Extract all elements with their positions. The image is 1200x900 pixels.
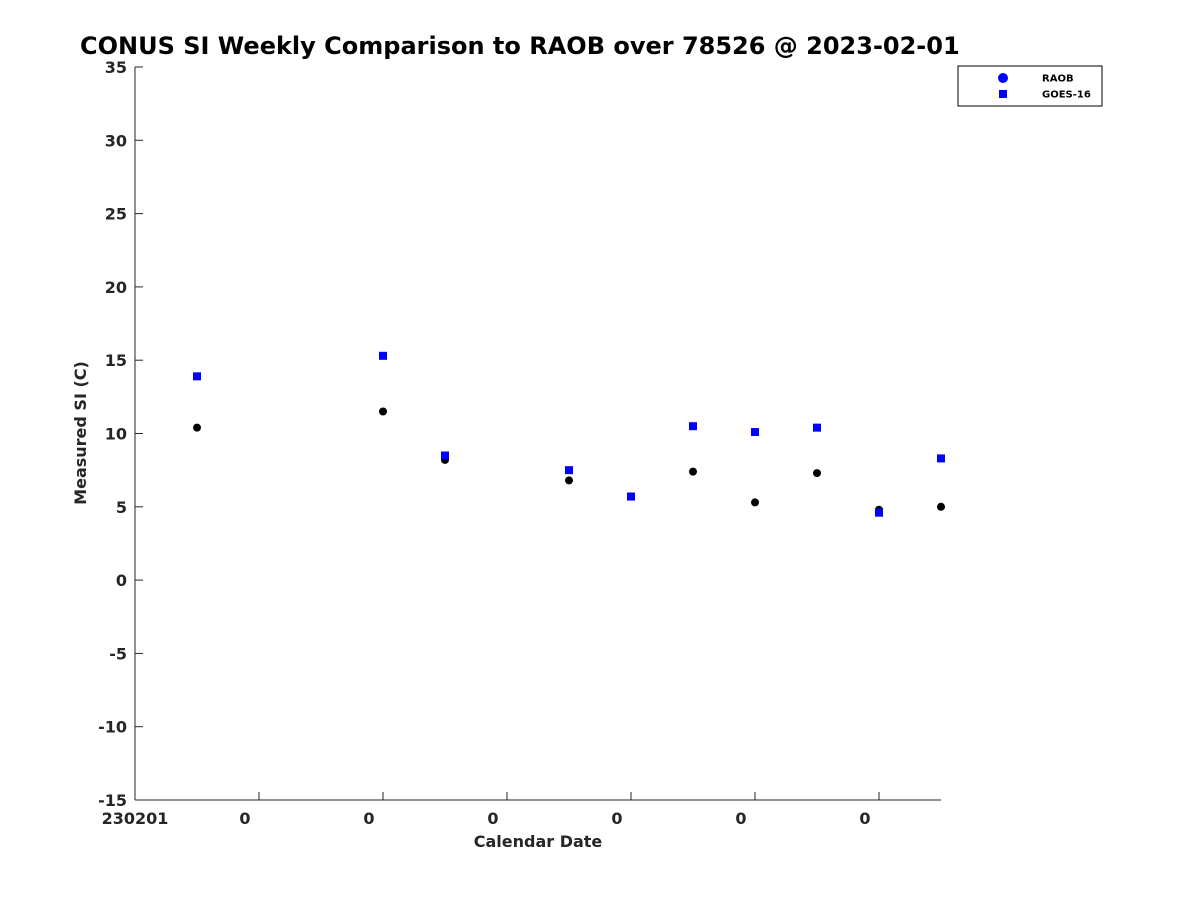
x-tick-label: 0 bbox=[239, 809, 250, 828]
x-tick-label: 0 bbox=[611, 809, 622, 828]
raob-point bbox=[565, 476, 573, 485]
legend-raob-marker bbox=[998, 73, 1008, 83]
goes-16-point bbox=[627, 492, 635, 501]
y-tick-label: 5 bbox=[116, 498, 127, 517]
x-tick-label: 0 bbox=[487, 809, 498, 828]
y-tick-label: -15 bbox=[98, 791, 127, 810]
x-tick-label: 0 bbox=[363, 809, 374, 828]
legend-raob-label: RAOB bbox=[1042, 74, 1074, 85]
y-axis-label: Measured SI (C) bbox=[71, 361, 90, 505]
y-axis-ticks: 35 30 25 20 15 10 5 0 -5 -10 -15 bbox=[98, 58, 143, 810]
y-tick-label: -10 bbox=[98, 718, 127, 737]
raob-point bbox=[751, 498, 759, 507]
goes-16-point bbox=[689, 422, 697, 431]
goes-16-point bbox=[565, 466, 573, 475]
goes-16-point bbox=[875, 508, 883, 517]
legend-goes16-label: GOES-16 bbox=[1042, 90, 1091, 101]
y-tick-label: 10 bbox=[105, 425, 127, 444]
goes-16-point bbox=[813, 423, 821, 432]
goes-16-point bbox=[441, 451, 449, 460]
raob-point bbox=[193, 423, 201, 432]
x-axis-label: Calendar Date bbox=[474, 832, 603, 851]
goes-16-point bbox=[379, 351, 387, 360]
goes-16-point bbox=[937, 454, 945, 463]
goes-16-point bbox=[751, 428, 759, 437]
legend-box bbox=[957, 65, 1103, 107]
goes-16-point bbox=[193, 372, 201, 381]
y-tick-label: 35 bbox=[105, 58, 127, 77]
raob-point bbox=[379, 407, 387, 416]
x-axis-ticks: 230201 0 0 0 0 0 0 bbox=[102, 792, 880, 828]
y-tick-label: -5 bbox=[109, 644, 127, 663]
x-tick-label: 0 bbox=[735, 809, 746, 828]
raob-point bbox=[937, 502, 945, 511]
raob-point bbox=[689, 467, 697, 476]
y-tick-label: 0 bbox=[116, 571, 127, 590]
y-tick-label: 15 bbox=[105, 351, 127, 370]
legend: RAOB GOES-16 bbox=[957, 65, 1103, 107]
data-points bbox=[193, 351, 945, 517]
legend-goes16-marker bbox=[999, 90, 1007, 98]
y-tick-label: 20 bbox=[105, 278, 127, 297]
plot-axes bbox=[134, 67, 941, 801]
y-tick-label: 25 bbox=[105, 205, 127, 224]
y-tick-label: 30 bbox=[105, 131, 127, 150]
raob-point bbox=[813, 469, 821, 478]
chart-title: CONUS SI Weekly Comparison to RAOB over … bbox=[80, 32, 960, 60]
x-tick-label: 230201 bbox=[102, 809, 169, 828]
x-tick-label: 0 bbox=[859, 809, 870, 828]
